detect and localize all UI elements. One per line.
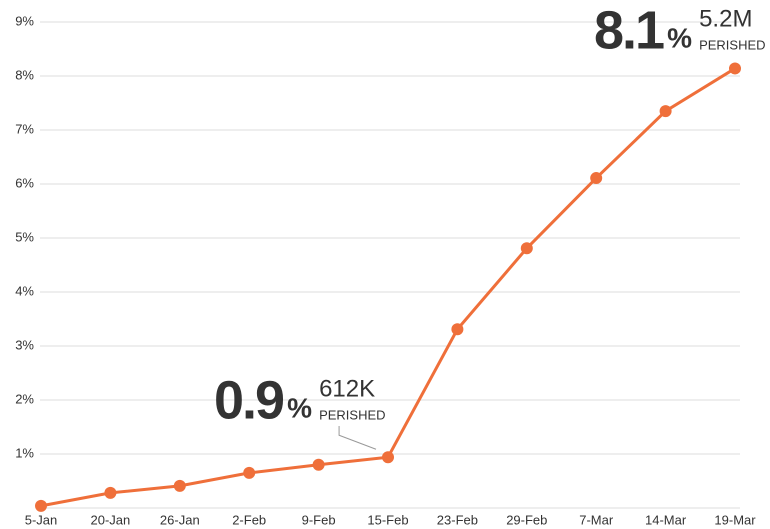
annotation-count: 5.2M xyxy=(699,5,752,32)
y-tick-label: 7% xyxy=(15,121,34,136)
point xyxy=(35,499,47,512)
x-tick-label: 23-Feb xyxy=(437,512,478,527)
y-tick-label: 1% xyxy=(15,445,34,460)
annotation-count: 612K xyxy=(319,375,375,402)
y-tick-label: 8% xyxy=(15,67,34,82)
point xyxy=(520,242,533,255)
x-tick-label: 9-Feb xyxy=(302,512,336,527)
point xyxy=(382,451,394,464)
point xyxy=(659,105,672,118)
x-tick-label: 7-Mar xyxy=(579,512,614,527)
point xyxy=(104,486,117,499)
point xyxy=(729,62,741,75)
y-tick-label: 4% xyxy=(15,283,34,298)
value-label: 8.1 xyxy=(594,0,664,60)
x-tick-label: 15-Feb xyxy=(367,512,408,527)
x-tick-label: 29-Feb xyxy=(506,512,547,527)
point xyxy=(173,479,186,492)
point xyxy=(590,172,603,185)
line xyxy=(40,67,736,508)
point xyxy=(312,458,325,471)
y-tick-label: 2% xyxy=(15,391,34,406)
point xyxy=(243,466,256,479)
x-tick-label: 19-Mar xyxy=(714,512,756,527)
y-tick-label: 6% xyxy=(15,175,34,190)
value-label-unit: % xyxy=(287,392,312,423)
y-tick-label: 5% xyxy=(15,229,34,244)
x-tick-label: 5-Jan xyxy=(25,512,58,527)
x-tick-label: 26-Jan xyxy=(160,512,200,527)
leader-line xyxy=(338,426,377,450)
value-label-unit: % xyxy=(667,22,692,53)
x-tick-label: 2-Feb xyxy=(232,512,266,527)
y-tick-label: 3% xyxy=(15,337,34,352)
annotation-note: PERISHED xyxy=(319,407,385,422)
value-label: 0.9 xyxy=(214,370,284,430)
y-tick-label: 9% xyxy=(15,13,34,28)
point xyxy=(451,323,464,336)
x-tick-label: 20-Jan xyxy=(91,512,131,527)
x-tick-label: 14-Mar xyxy=(645,512,687,527)
annotation-note: PERISHED xyxy=(699,37,765,52)
